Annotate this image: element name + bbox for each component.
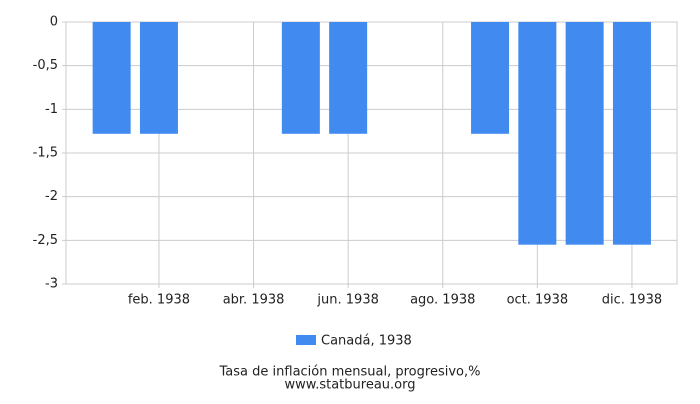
bar bbox=[139, 22, 178, 134]
bar bbox=[92, 22, 131, 134]
bar bbox=[565, 22, 604, 245]
footer-title: Tasa de inflación mensual, progresivo,% bbox=[219, 365, 481, 380]
y-tick-label: -0,5 bbox=[33, 58, 58, 73]
legend-swatch bbox=[296, 335, 316, 345]
y-tick-label: -1,5 bbox=[33, 146, 58, 161]
x-tick-label: abr. 1938 bbox=[223, 293, 285, 308]
legend-label: Canadá, 1938 bbox=[321, 334, 412, 349]
bar bbox=[518, 22, 557, 245]
x-tick-label: jun. 1938 bbox=[316, 293, 378, 308]
x-tick-label: dic. 1938 bbox=[602, 293, 662, 308]
bar bbox=[329, 22, 368, 134]
bar bbox=[281, 22, 320, 134]
x-tick-label: feb. 1938 bbox=[128, 293, 190, 308]
y-tick-label: 0 bbox=[50, 15, 58, 30]
bar bbox=[612, 22, 651, 245]
y-tick-label: -2 bbox=[45, 189, 58, 204]
y-tick-label: -2,5 bbox=[33, 233, 58, 248]
y-tick-label: -1 bbox=[45, 102, 58, 117]
bar bbox=[471, 22, 510, 134]
y-tick-label: -3 bbox=[45, 277, 58, 292]
x-tick-label: ago. 1938 bbox=[410, 293, 475, 308]
x-tick-label: oct. 1938 bbox=[507, 293, 569, 308]
footer-source: www.statbureau.org bbox=[285, 378, 416, 393]
